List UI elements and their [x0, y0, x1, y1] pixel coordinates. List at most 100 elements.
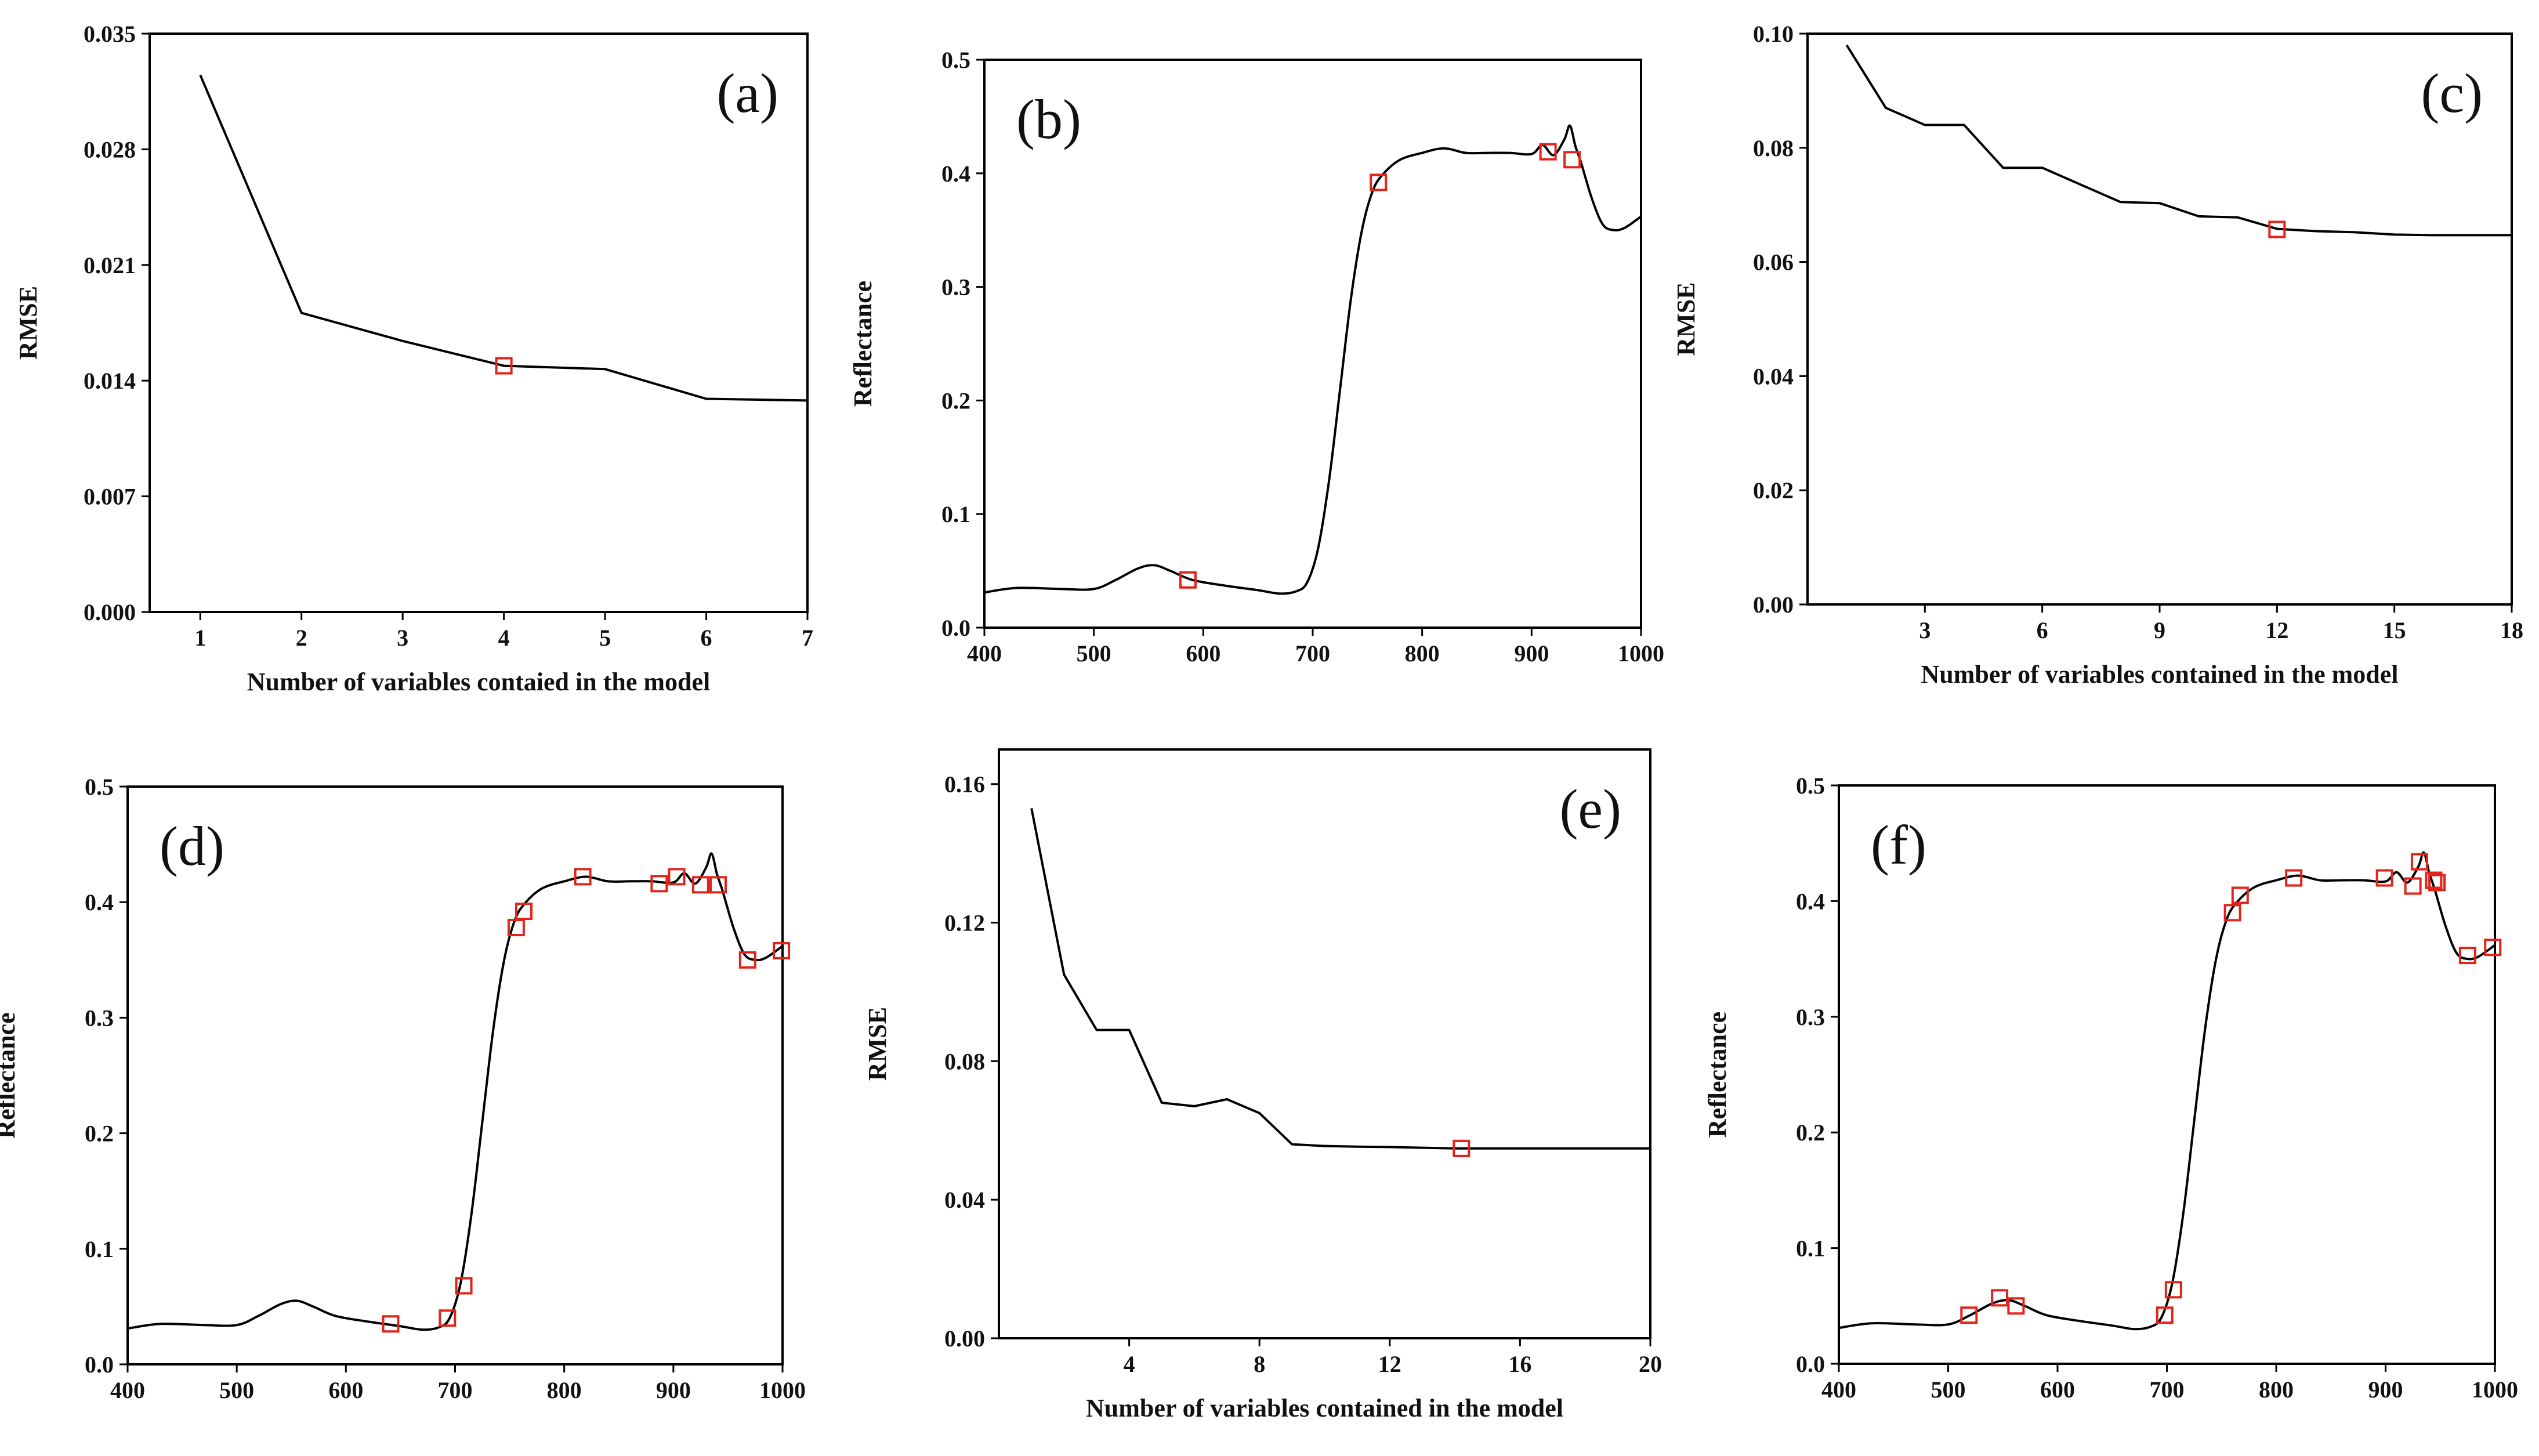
selected-variable-marker [1539, 143, 1557, 161]
selected-variable-marker [1370, 173, 1388, 191]
selected-variable-marker [2223, 904, 2241, 922]
selected-variable-marker [2484, 939, 2502, 957]
selected-variable-marker [773, 941, 791, 959]
panel-label: (f) [1871, 814, 1926, 876]
y-tick-label: 0.04 [1753, 363, 1794, 389]
y-tick-label: 0.5 [85, 774, 114, 800]
y-tick-label: 0.5 [1796, 773, 1825, 799]
x-tick-label: 700 [438, 1377, 473, 1403]
x-tick-label: 1 [194, 625, 206, 651]
x-tick-label: 700 [1295, 640, 1330, 667]
y-tick-label: 0.014 [84, 368, 136, 394]
y-tick-label: 0.4 [941, 161, 970, 187]
y-axis-title: RMSE [1672, 282, 1700, 356]
y-axis-title: Reflectance [849, 281, 877, 407]
x-tick-label: 12 [1378, 1351, 1401, 1377]
y-tick-label: 0.08 [944, 1048, 985, 1074]
x-tick-label: 800 [2259, 1377, 2294, 1403]
y-tick-label: 0.4 [85, 889, 114, 915]
x-tick-label: 9 [2154, 617, 2165, 643]
selected-variable-marker [738, 951, 756, 969]
chart-panel-a: 1 2 3 4 5 6 7 0.000 0.007 0.014 0.021 0.028 0.035 Num… [14, 21, 813, 696]
selected-variable-marker [2375, 869, 2393, 887]
y-tick-label: 0.0 [1796, 1351, 1825, 1377]
x-tick-label: 4 [1124, 1351, 1135, 1377]
y-tick-label: 0.3 [85, 1005, 114, 1031]
y-tick-label: 0.035 [84, 21, 136, 47]
y-tick-label: 0.04 [944, 1187, 985, 1213]
x-tick-label: 18 [2500, 617, 2523, 643]
x-tick-label: 500 [219, 1377, 254, 1403]
x-tick-label: 600 [1186, 640, 1220, 667]
selected-variable-marker [515, 903, 533, 921]
panel-label: (d) [160, 815, 224, 877]
x-axis-title: Number of variables contained in the mod… [1086, 1394, 1563, 1422]
chart-panel-c: 3 6 9 12 15 18 0.00 0.02 0.04 0.06 0.08 0.10 Number … [1672, 21, 2523, 689]
x-tick-label: 1000 [759, 1377, 806, 1403]
panel-label: (b) [1016, 88, 1081, 150]
x-tick-label: 900 [1514, 640, 1549, 667]
y-tick-label: 0.1 [1796, 1236, 1825, 1262]
x-tick-label: 15 [2383, 617, 2406, 643]
x-tick-label: 800 [1405, 640, 1440, 667]
selected-variable-marker [455, 1277, 473, 1295]
y-tick-label: 0.5 [941, 47, 970, 73]
selected-variable-marker [668, 868, 686, 886]
y-tick-label: 0.00 [1753, 592, 1794, 618]
y-axis-title: Reflectance [1703, 1012, 1732, 1138]
x-tick-label: 500 [1931, 1377, 1966, 1403]
selected-variable-marker [2428, 874, 2446, 892]
selected-variable-marker [2404, 877, 2422, 895]
y-tick-label: 0.16 [944, 772, 985, 798]
y-tick-label: 0.12 [944, 910, 985, 936]
panel-label: (c) [2421, 62, 2483, 124]
selected-variable-marker [439, 1309, 457, 1327]
x-axis-title: Number of variables contaied in the mode… [247, 668, 711, 696]
selected-variable-marker [2268, 220, 2286, 238]
x-tick-label: 8 [1254, 1351, 1265, 1377]
panel-label: (e) [1559, 778, 1621, 840]
x-tick-label: 2 [296, 625, 307, 651]
y-tick-label: 0.0 [941, 615, 970, 641]
y-tick-label: 0.4 [1796, 888, 1825, 914]
selected-variable-marker [2285, 869, 2303, 887]
selected-variable-marker [1960, 1306, 1978, 1324]
selected-variable-marker [2410, 853, 2428, 871]
selected-variable-marker [1179, 571, 1197, 589]
x-tick-label: 20 [1639, 1351, 1662, 1377]
y-tick-label: 0.2 [941, 387, 970, 414]
y-tick-label: 0.3 [941, 274, 970, 300]
selected-variable-marker [2007, 1297, 2025, 1315]
x-tick-label: 400 [110, 1377, 145, 1403]
x-tick-label: 500 [1077, 640, 1111, 667]
chart-panel-e: 4 8 12 16 20 0.00 0.04 0.08 0.12 0.16 Number of va… [863, 748, 1662, 1422]
x-tick-label: 900 [656, 1377, 691, 1403]
x-tick-label: 600 [328, 1377, 363, 1403]
selected-variable-marker [2425, 871, 2443, 889]
y-tick-label: 0.000 [84, 599, 136, 625]
x-tick-label: 400 [967, 640, 1002, 667]
chart-panel-b: 400 500 600 700 800 900 1000 0.0 0.1 0.2 0.3 0.4 0.5… [849, 47, 1664, 667]
selected-variable-marker [2164, 1281, 2182, 1299]
x-tick-label: 600 [2040, 1377, 2075, 1403]
y-tick-label: 0.02 [1753, 477, 1794, 504]
y-tick-label: 0.1 [941, 501, 970, 527]
y-tick-label: 0.1 [85, 1236, 114, 1262]
x-tick-label: 6 [2037, 617, 2048, 643]
plot-frame [148, 32, 809, 613]
y-tick-label: 0.2 [85, 1121, 114, 1147]
x-tick-label: 900 [2368, 1377, 2403, 1403]
x-axis-title: Number of variables contained in the mod… [1921, 660, 2399, 689]
series-line [127, 852, 784, 1331]
series-line [984, 124, 1642, 595]
x-tick-label: 700 [2150, 1377, 2185, 1403]
y-tick-label: 0.06 [1753, 249, 1794, 276]
x-tick-label: 16 [1508, 1351, 1531, 1377]
x-tick-label: 1000 [2472, 1377, 2518, 1403]
series-line [199, 74, 808, 402]
selected-variable-marker [1991, 1289, 2009, 1307]
x-tick-label: 400 [1821, 1377, 1856, 1403]
x-tick-label: 12 [2265, 617, 2288, 643]
chart-panel-f: 400 500 600 700 800 900 1000 0.0 0.1 0.2 0.3 0.4 0.5… [1703, 773, 2518, 1403]
